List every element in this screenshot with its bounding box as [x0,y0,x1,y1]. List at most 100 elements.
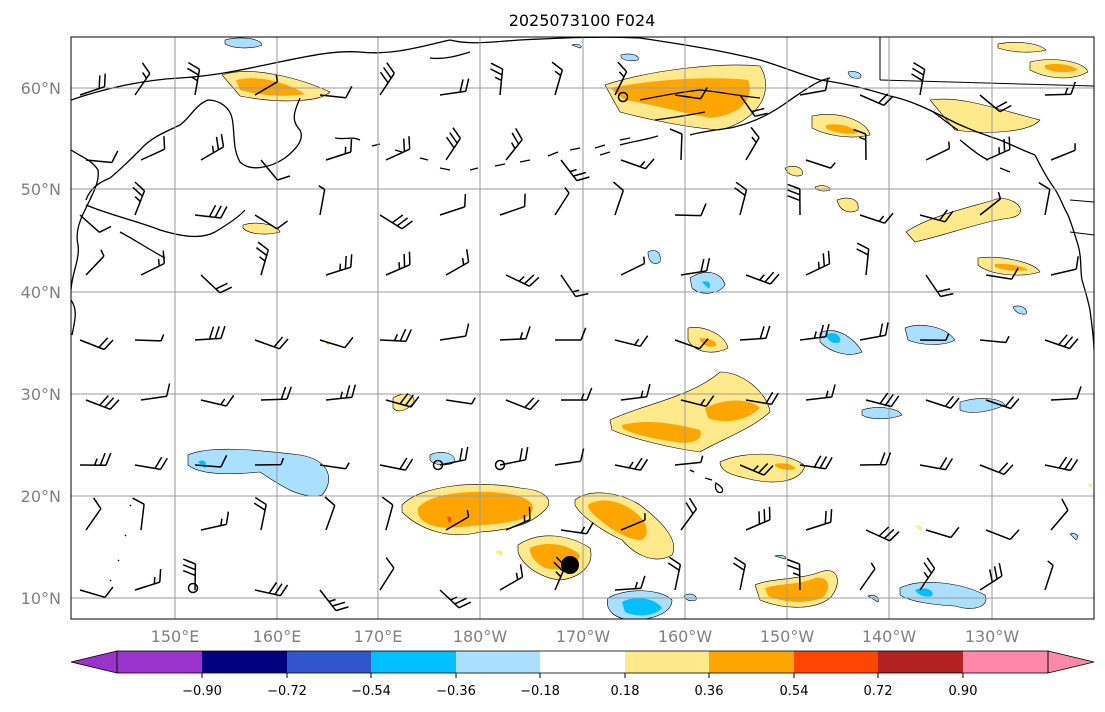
colorbar-segment [709,651,794,673]
wind-barb [385,251,411,276]
lat-label: 40°N [21,283,61,302]
wind-barb [254,581,289,597]
wind-barb [745,506,771,531]
colorbar-extend-high [1047,650,1095,674]
wind-barb [680,258,711,276]
colorbar-segment [456,651,540,673]
wind-barb [1044,560,1054,591]
wind-barb [140,383,171,401]
wind-barb [859,452,892,466]
wind-barb [985,396,1020,410]
wind-barb [560,522,594,535]
lat-label: 30°N [21,385,61,404]
latitude-labels: 60°N 50°N 40°N 30°N 20°N 10°N [21,79,61,608]
wind-barb [805,159,836,169]
wind-barb [325,139,353,161]
wind-barb [787,558,801,591]
wind-barb [919,209,954,223]
calm-circle [494,459,506,471]
wind-barb [134,569,162,591]
colorbar-label: 0.18 [611,684,640,699]
wind-barb [255,241,270,276]
wind-barb [379,457,414,471]
wind-barb [799,324,830,341]
calm-circle [187,582,199,594]
wind-barb [1044,334,1079,350]
wind-barb [805,509,833,531]
wind-barb [319,336,354,349]
colorbar-segment [117,651,202,673]
lon-label: 170°E [354,627,403,646]
lon-label: 160°E [253,627,302,646]
wind-barb [132,497,145,531]
colorbar-segment [540,651,625,673]
wind-barb [505,274,540,287]
wind-barbs [79,61,1082,612]
wind-barb [182,558,197,591]
wind-barb [560,274,589,298]
wind-barb [859,322,889,341]
wind-barb [134,456,168,471]
wind-barb [919,333,950,341]
wind-barb [979,191,1002,216]
wind-barb [85,497,102,531]
wind-barb [379,214,413,230]
wind-barb [856,242,870,276]
wind-barb [739,462,774,476]
wind-barb [319,462,350,470]
lon-label: 170°W [556,627,611,646]
wind-barb [379,328,412,343]
colorbar-segment [794,651,878,673]
wind-barb [499,564,524,591]
wind-barb [669,128,683,161]
colorbar-extend-low [70,650,118,674]
wind-barb [614,457,649,471]
lon-label: 180°W [453,627,508,646]
wind-barb [187,61,201,96]
wind-barb [985,267,1019,280]
wind-barb [805,250,831,276]
map-frame [70,36,1095,620]
wind-barb [79,452,112,466]
colorbar-segments [117,651,1048,673]
wind-barb [79,73,106,96]
wind-barb [385,393,420,408]
lat-label: 10°N [21,589,61,608]
wind-barb [254,214,288,230]
wind-barb [254,74,279,96]
calm-circle [432,459,444,471]
wind-barb [140,136,166,161]
wind-barb [254,457,285,466]
wind-barb [194,325,226,341]
wind-barb [499,193,526,216]
wind-barb [554,187,570,216]
wind-barb [79,586,114,599]
wind-barb [499,326,531,341]
lat-label: 20°N [21,487,61,506]
wind-barb [194,204,228,219]
wind-barb [739,325,771,341]
wind-barb [1044,81,1077,96]
wind-barb [667,556,682,591]
colorbar: −0.90 −0.72 −0.54 −0.36 −0.18 0.18 0.36 … [70,650,1095,699]
wind-barb [200,133,225,161]
wind-barb [1050,498,1069,531]
wind-barb [132,181,146,216]
wind-barb [925,395,960,409]
wind-barb [925,274,954,298]
wind-barb [1050,386,1082,401]
colorbar-segment [371,651,456,673]
coastlines [71,37,1094,582]
wind-barb [318,185,326,216]
wind-barb [919,457,954,471]
colorbar-segment [878,651,963,673]
wind-barb [674,455,704,466]
wind-barb [254,336,289,350]
wind-barb [745,126,760,161]
lat-label: 50°N [21,180,61,199]
wind-barb [680,395,715,408]
wind-barb [379,557,395,591]
wind-barb [561,387,593,401]
wind-barb [505,397,540,411]
